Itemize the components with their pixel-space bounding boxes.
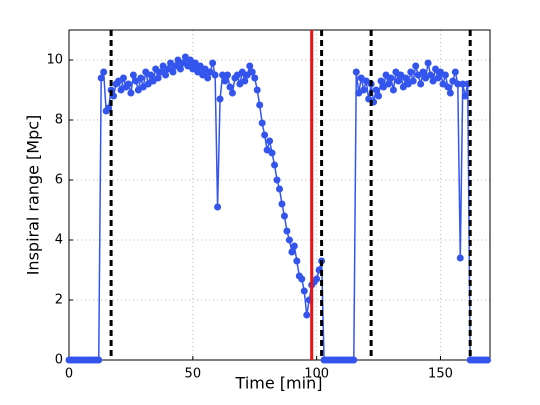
data-point <box>444 83 452 91</box>
data-point <box>285 236 293 244</box>
data-point <box>360 86 368 94</box>
data-point <box>407 68 415 76</box>
data-point <box>298 275 306 283</box>
data-point <box>313 275 321 283</box>
data-point <box>290 242 298 250</box>
data-point <box>228 89 236 97</box>
data-point <box>300 287 308 295</box>
data-point <box>258 119 266 127</box>
y-tick-label: 4 <box>55 233 63 248</box>
data-point <box>456 254 464 262</box>
data-point <box>419 68 427 76</box>
data-point <box>127 89 135 97</box>
data-point <box>216 95 224 103</box>
data-point <box>412 62 420 70</box>
data-point <box>303 311 311 319</box>
x-axis-label: Time [min] <box>235 374 323 393</box>
data-point <box>241 77 249 85</box>
data-point <box>441 71 449 79</box>
data-point <box>352 68 360 76</box>
data-point <box>176 65 184 73</box>
data-point <box>454 80 462 88</box>
data-point <box>137 74 145 82</box>
data-point <box>278 200 286 208</box>
data-point <box>451 68 459 76</box>
data-point <box>389 86 397 94</box>
data-point <box>251 74 259 82</box>
data-point <box>276 185 283 193</box>
data-point <box>223 71 231 79</box>
data-point <box>271 161 279 169</box>
data-point <box>204 74 212 82</box>
data-point <box>256 101 264 109</box>
data-point <box>214 203 222 211</box>
data-point <box>459 80 467 88</box>
data-point <box>427 71 435 79</box>
data-point <box>105 104 113 112</box>
data-point <box>124 80 132 88</box>
x-tick-label: 100 <box>304 367 329 382</box>
data-point <box>119 74 127 82</box>
data-point <box>261 131 269 139</box>
data-point <box>147 71 155 79</box>
data-point <box>424 59 432 67</box>
y-tick-label: 10 <box>46 53 63 68</box>
data-point <box>209 59 217 67</box>
data-point <box>372 86 380 94</box>
x-tick-label: 0 <box>65 367 73 382</box>
data-point <box>484 356 492 364</box>
data-point <box>221 77 229 85</box>
data-point <box>266 137 274 145</box>
data-point <box>288 248 296 256</box>
data-point <box>154 74 162 82</box>
data-point <box>162 71 170 79</box>
data-point <box>268 149 276 157</box>
data-point <box>377 77 385 85</box>
series-line <box>69 54 488 361</box>
data-point <box>461 92 469 100</box>
y-tick-label: 2 <box>55 293 63 308</box>
y-axis-label: Inspiral range [Mpc] <box>24 115 43 276</box>
data-point <box>211 71 219 79</box>
data-point <box>434 74 442 82</box>
x-tick-label: 50 <box>185 367 202 382</box>
data-point <box>394 77 402 85</box>
data-point <box>402 74 410 82</box>
data-point <box>246 62 254 70</box>
data-point <box>446 89 454 97</box>
data-point <box>129 71 137 79</box>
y-tick-label: 6 <box>55 173 63 188</box>
data-point <box>248 68 256 76</box>
x-tick-label: 150 <box>428 367 453 382</box>
data-point <box>253 86 261 94</box>
data-point <box>283 227 291 235</box>
data-point <box>375 92 383 100</box>
plot-frame <box>68 29 491 361</box>
data-point <box>100 68 108 76</box>
data-point <box>387 74 395 82</box>
data-point <box>409 77 417 85</box>
data-point <box>384 80 392 88</box>
data-point <box>169 68 177 76</box>
data-point <box>273 176 281 184</box>
data-point <box>280 212 288 220</box>
data-point <box>350 356 358 364</box>
y-tick-label: 8 <box>55 113 63 128</box>
data-point <box>226 83 234 91</box>
data-point <box>293 257 301 265</box>
data-point <box>97 74 105 82</box>
data-point <box>95 356 103 364</box>
y-tick-label: 0 <box>55 353 63 368</box>
data-point <box>219 71 227 79</box>
data-point <box>417 80 425 88</box>
